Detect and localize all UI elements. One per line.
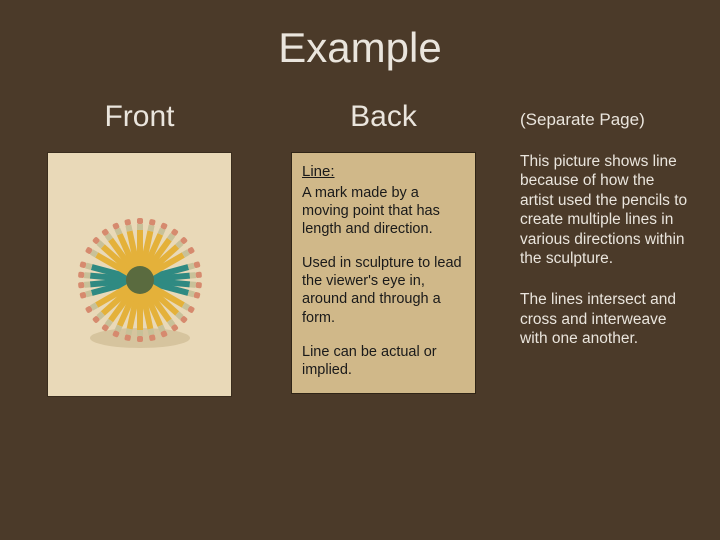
separate-text: This picture shows line because of how t…: [520, 152, 688, 348]
note-text: Line can be actual or implied.: [302, 343, 465, 379]
back-header: Back: [350, 100, 417, 134]
separate-header: (Separate Page): [520, 110, 688, 130]
slide-title: Example: [32, 24, 688, 72]
usage-text: Used in sculpture to lead the viewer's e…: [302, 254, 465, 327]
column-front: Front: [32, 100, 247, 397]
definition-box: Line: A mark made by a moving point that…: [291, 152, 476, 394]
column-back: Back Line: A mark made by a moving point…: [271, 100, 496, 394]
pencil-sculpture-icon: [55, 185, 225, 365]
column-separate: (Separate Page) This picture shows line …: [520, 100, 688, 348]
term-label: Line:: [302, 163, 465, 182]
front-header: Front: [104, 100, 174, 134]
separate-para-2: The lines intersect and cross and interw…: [520, 290, 688, 348]
separate-para-1: This picture shows line because of how t…: [520, 152, 688, 268]
pencil-sculpture-image: [47, 152, 232, 397]
slide: Example Front: [0, 0, 720, 540]
columns: Front: [32, 100, 688, 397]
definition-text: A mark made by a moving point that has l…: [302, 184, 465, 238]
